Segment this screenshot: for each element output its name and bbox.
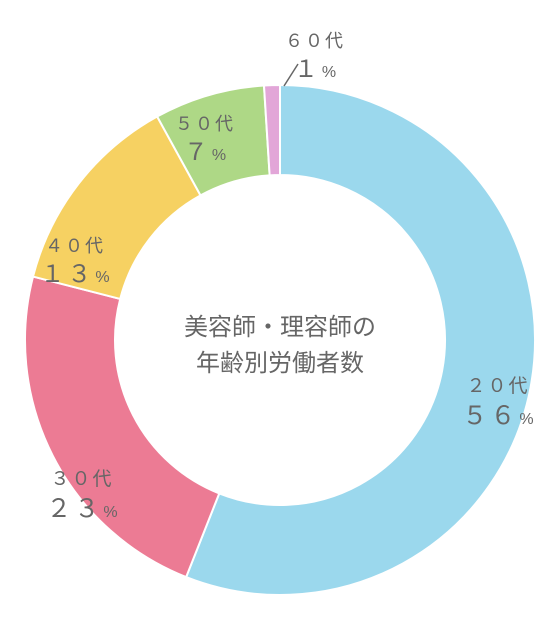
slice-1 [25,277,219,578]
donut-chart: 美容師・理容師の 年齢別労働者数 ２０代５６%３０代２３%４０代１３%５０代７%… [0,0,560,637]
donut-svg [0,0,560,637]
leader-line-4 [284,64,298,86]
